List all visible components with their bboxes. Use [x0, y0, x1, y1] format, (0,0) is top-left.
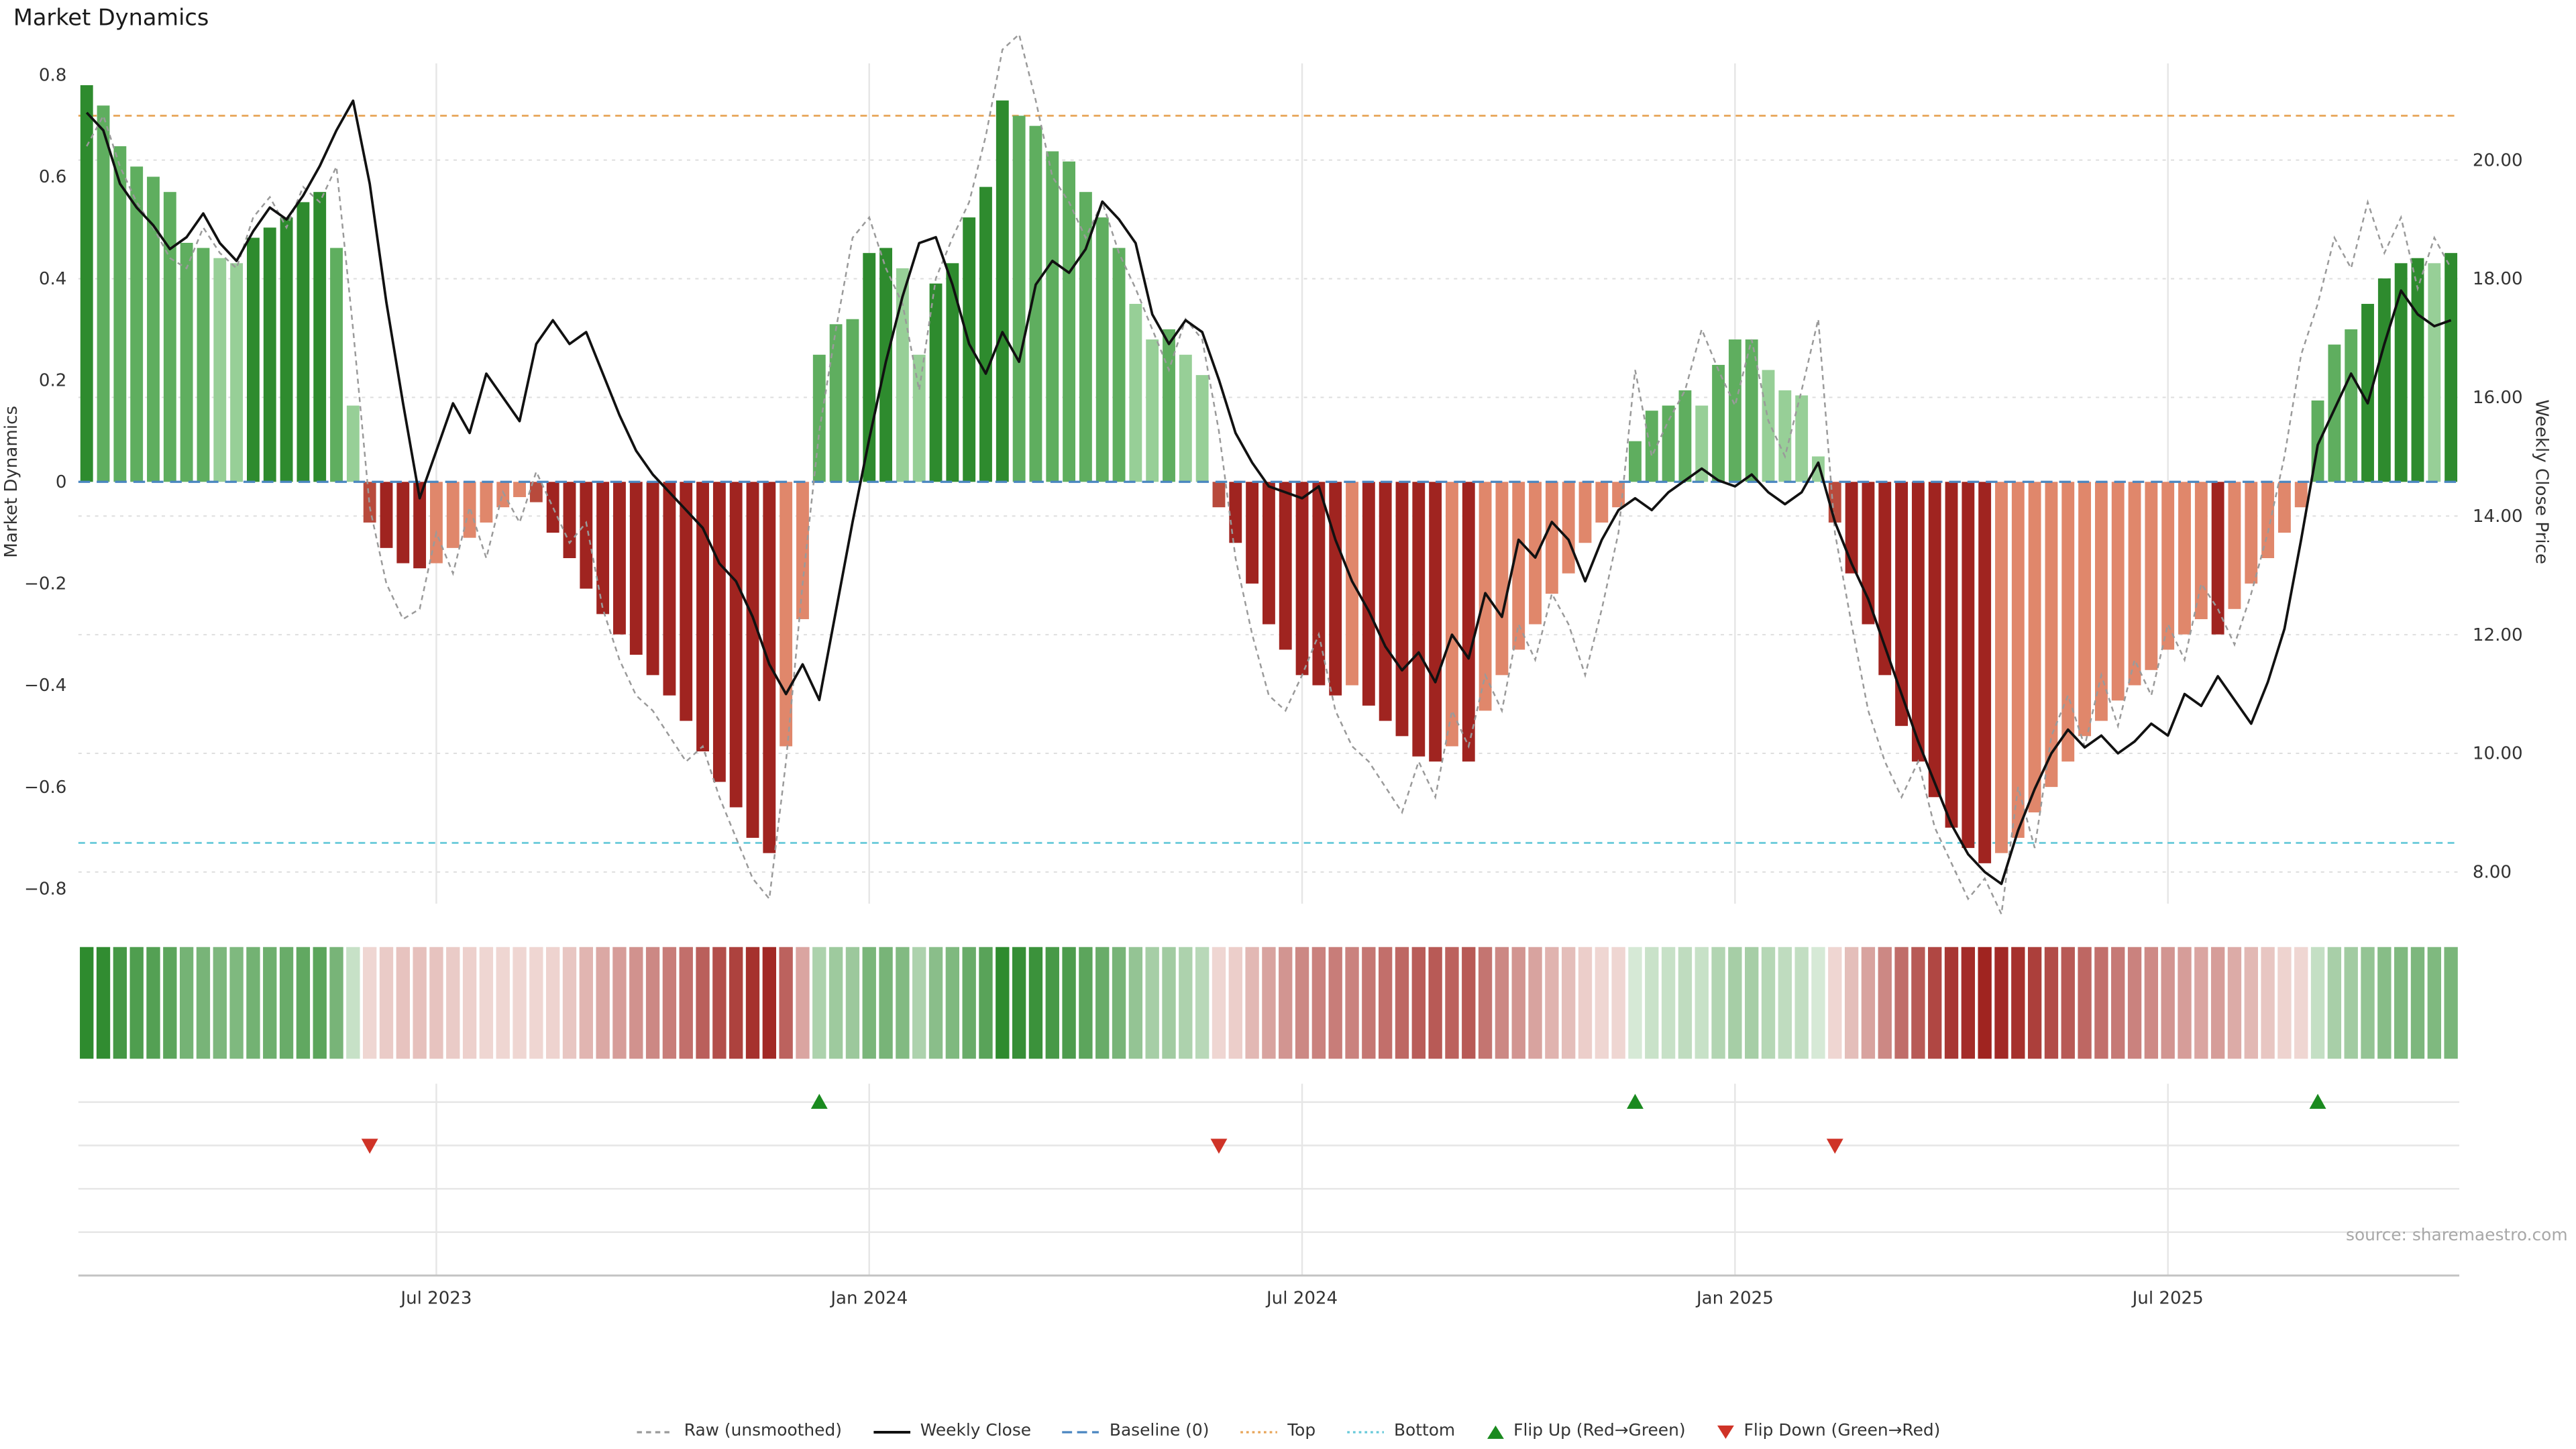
legend-item: Top [1239, 1422, 1316, 1440]
heatmap-strip [80, 947, 2458, 1059]
chart-legend: Raw (unsmoothed) Weekly Close Baseline (0)… [0, 1422, 2576, 1440]
svg-text:Jul 2024: Jul 2024 [1265, 1289, 1338, 1309]
flip-up-icon [1487, 1424, 1504, 1438]
legend-label: Flip Up (Red→Green) [1513, 1422, 1686, 1441]
svg-text:18.00: 18.00 [2473, 269, 2523, 289]
legend-item: Baseline (0) [1061, 1422, 1210, 1441]
page-title: Market Dynamics [13, 5, 209, 32]
svg-text:0: 0 [56, 472, 67, 492]
svg-text:20.00: 20.00 [2473, 150, 2523, 170]
legend-label: Weekly Close [920, 1422, 1032, 1441]
svg-text:14.00: 14.00 [2473, 506, 2523, 527]
legend-item: Raw (unsmoothed) [636, 1422, 842, 1440]
svg-text:0.6: 0.6 [39, 167, 66, 187]
svg-text:Jul 2023: Jul 2023 [399, 1289, 472, 1309]
legend-line-icon [637, 1430, 674, 1433]
svg-text:0.8: 0.8 [39, 66, 66, 86]
svg-text:Jan 2025: Jan 2025 [1695, 1289, 1774, 1309]
flip-up-markers [810, 1093, 2326, 1109]
vertical-gridlines [435, 63, 2169, 1276]
svg-text:−0.2: −0.2 [24, 574, 66, 594]
svg-text:16.00: 16.00 [2473, 388, 2523, 408]
legend-line-icon [873, 1430, 910, 1433]
flip-down-icon [1717, 1424, 1734, 1438]
legend-label: Raw (unsmoothed) [684, 1422, 842, 1441]
source-attribution: source: sharemaestro.com [2346, 1227, 2568, 1246]
right-axis-ticks: 20.00 18.00 16.00 14.00 12.00 10.00 8.00 [2473, 150, 2523, 882]
legend-line-icon [1240, 1430, 1278, 1433]
svg-text:8.00: 8.00 [2473, 863, 2512, 883]
legend-item: Flip Down (Green→Red) [1715, 1422, 1940, 1440]
legend-item: Bottom [1346, 1422, 1455, 1440]
legend-label: Top [1287, 1422, 1316, 1441]
legend-item: Flip Up (Red→Green) [1485, 1422, 1686, 1440]
svg-text:0.4: 0.4 [39, 269, 66, 289]
legend-label: Baseline (0) [1109, 1422, 1210, 1441]
legend-label: Flip Down (Green→Red) [1743, 1422, 1941, 1441]
svg-text:12.00: 12.00 [2473, 625, 2523, 645]
svg-text:Jul 2025: Jul 2025 [2131, 1289, 2204, 1309]
legend-line-icon [1347, 1430, 1385, 1433]
flip-down-markers [361, 1138, 1843, 1154]
svg-text:−0.4: −0.4 [24, 676, 66, 696]
raw-line [86, 32, 2452, 918]
legend-item: Weekly Close [872, 1422, 1031, 1440]
dynamics-bars [80, 85, 2458, 863]
legend-label: Bottom [1393, 1422, 1456, 1441]
svg-text:Jan 2024: Jan 2024 [829, 1289, 908, 1309]
svg-text:−0.8: −0.8 [24, 879, 66, 899]
svg-text:10.00: 10.00 [2473, 744, 2523, 764]
left-axis-ticks: 0.8 0.6 0.4 0.2 0 −0.2 −0.4 −0.6 −0.8 [24, 66, 66, 900]
weekly-close-line [85, 99, 2452, 885]
x-axis-ticks: Jul 2023 Jan 2024 Jul 2024 Jan 2025 Jul 2025 [399, 1289, 2203, 1309]
svg-text:−0.6: −0.6 [24, 777, 66, 798]
svg-text:0.2: 0.2 [39, 370, 66, 390]
legend-line-icon [1063, 1430, 1099, 1433]
